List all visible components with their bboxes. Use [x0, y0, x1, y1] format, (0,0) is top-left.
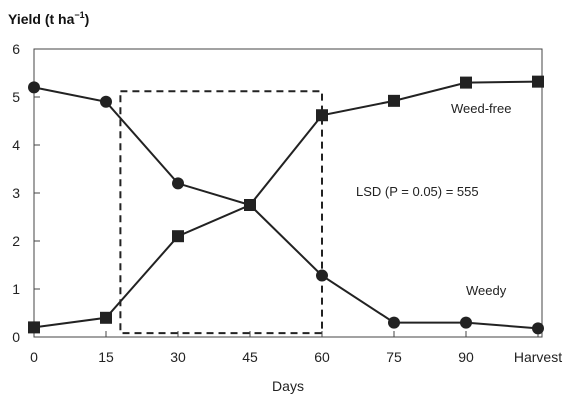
series-label-weed-free: Weed-free: [451, 101, 511, 116]
y-tick-label: 2: [12, 233, 20, 249]
chart-title-superscript: −1: [74, 10, 84, 20]
data-point-weed-free: [316, 109, 328, 122]
y-tick-label: 1: [12, 281, 20, 297]
x-tick-label: 30: [170, 349, 186, 365]
chart-title: Yield (t ha−1): [8, 10, 89, 27]
x-tick-label: 75: [386, 349, 402, 365]
y-tick-label: 6: [12, 41, 20, 57]
x-tick-label: Harvest: [514, 349, 562, 365]
x-tick-label: 15: [98, 349, 114, 365]
x-tick-label: 45: [242, 349, 258, 365]
series-line-weed-free: [33, 80, 539, 329]
series-line-weedy: [33, 86, 539, 330]
lsd-annotation: LSD (P = 0.05) = 555: [356, 184, 479, 199]
x-axis: 0 15 30 45 60 75 90 Harvest: [30, 331, 562, 365]
y-tick-label: 5: [12, 89, 20, 105]
data-point-weedy: [100, 95, 112, 108]
y-tick-label: 0: [12, 329, 20, 345]
data-point-weedy: [28, 81, 40, 94]
data-point-weedy: [532, 322, 544, 335]
x-axis-label: Days: [272, 378, 304, 394]
data-point-weed-free: [172, 230, 184, 243]
series-layer: [28, 75, 544, 335]
data-point-weed-free: [460, 76, 472, 89]
data-point-weedy: [388, 316, 400, 329]
y-tick-label: 3: [12, 185, 20, 201]
data-point-weedy: [172, 177, 184, 190]
data-point-weed-free: [100, 311, 112, 324]
data-point-weed-free: [388, 94, 400, 107]
chart-title-main: Yield (t ha: [8, 11, 75, 27]
y-axis: 0 1 2 3 4 5 6: [12, 41, 40, 345]
x-tick-label: 60: [314, 349, 330, 365]
data-point-weed-free: [532, 75, 544, 88]
x-tick-label: 0: [30, 349, 38, 365]
critical-period-box: [119, 90, 324, 335]
data-point-weedy: [316, 269, 328, 282]
chart-title-close: ): [85, 11, 90, 27]
y-tick-label: 4: [12, 137, 20, 153]
x-tick-label: 90: [458, 349, 474, 365]
data-point-weedy: [244, 199, 256, 211]
data-point-weedy: [460, 316, 472, 329]
data-point-weed-free: [28, 321, 40, 334]
series-label-weedy: Weedy: [466, 283, 507, 298]
